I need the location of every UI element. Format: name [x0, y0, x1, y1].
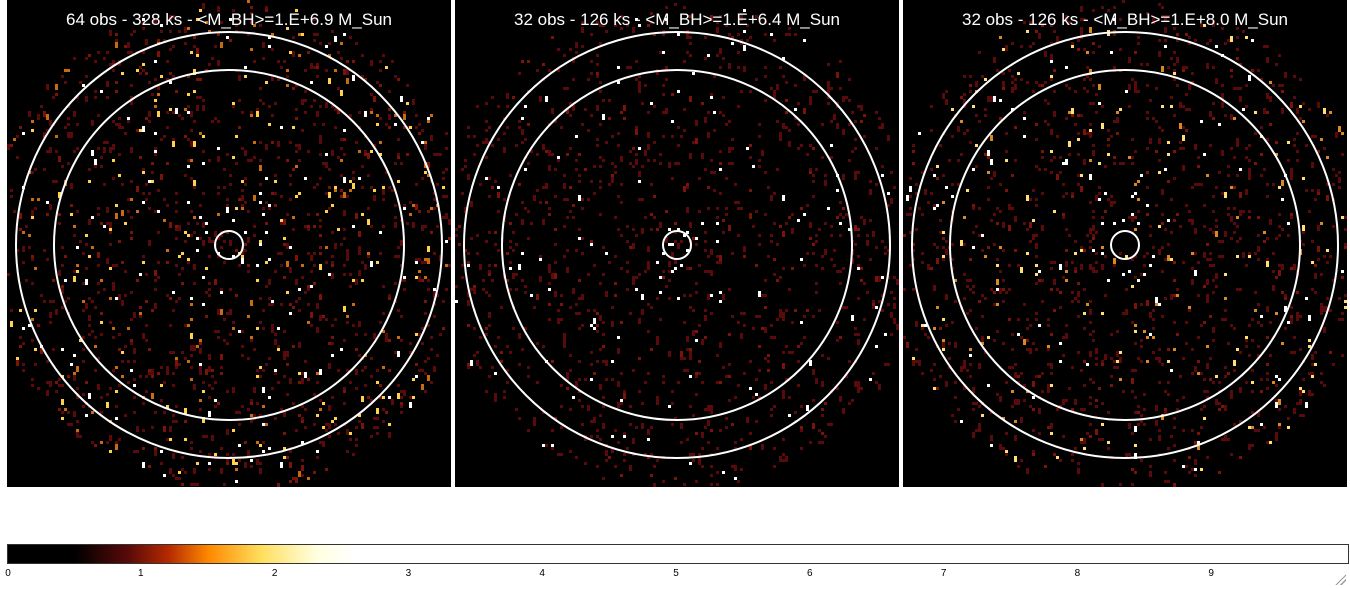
count-pixels: [7, 0, 451, 487]
colorbar-tick-label: 0: [5, 568, 11, 579]
resize-grip-icon[interactable]: [1334, 573, 1346, 585]
colorbar-tick-label: 3: [406, 568, 412, 579]
colorbar-tick-label: 1: [138, 568, 144, 579]
panel-title: 32 obs - 126 ks - <M_BH>=1.E+6.4 M_Sun: [455, 10, 899, 30]
colorbar-tick-label: 7: [941, 568, 947, 579]
colorbar-tick-label: 9: [1208, 568, 1214, 579]
panel-title: 32 obs - 126 ks - <M_BH>=1.E+8.0 M_Sun: [903, 10, 1347, 30]
count-pixels: [455, 3, 899, 487]
xray-image-panel-1: 64 obs - 328 ks - <M_BH>=1.E+6.9 M_Sun: [7, 0, 451, 487]
count-pixels: [903, 0, 1347, 487]
counts-map: [7, 0, 451, 487]
counts-map: [455, 0, 899, 487]
xray-image-panel-2: 32 obs - 126 ks - <M_BH>=1.E+6.4 M_Sun: [455, 0, 899, 487]
colorbar: [7, 544, 1349, 564]
outer-annulus-circle: [912, 32, 1338, 458]
colorbar-tick-label: 8: [1075, 568, 1081, 579]
colorbar-tick-label: 6: [807, 568, 813, 579]
source-circle: [1111, 231, 1139, 259]
xray-image-panel-3: 32 obs - 126 ks - <M_BH>=1.E+8.0 M_Sun: [903, 0, 1347, 487]
inner-annulus-circle: [950, 70, 1300, 420]
counts-map: [903, 0, 1347, 487]
colorbar-tick-label: 5: [673, 568, 679, 579]
panel-title: 64 obs - 328 ks - <M_BH>=1.E+6.9 M_Sun: [7, 10, 451, 30]
colorbar-tick-label: 2: [272, 568, 278, 579]
colorbar-tick-label: 4: [539, 568, 545, 579]
